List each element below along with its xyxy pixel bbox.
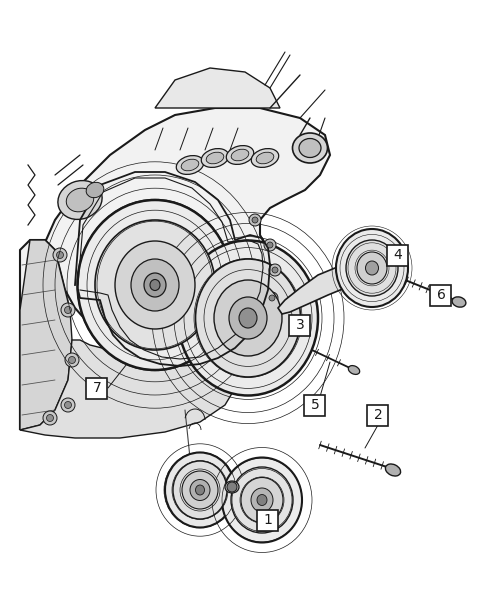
Ellipse shape	[335, 229, 407, 307]
Ellipse shape	[201, 148, 228, 167]
Circle shape	[227, 482, 237, 492]
Ellipse shape	[231, 149, 248, 161]
Circle shape	[269, 295, 274, 301]
Ellipse shape	[144, 273, 166, 297]
Ellipse shape	[181, 159, 198, 171]
Ellipse shape	[225, 481, 239, 493]
Ellipse shape	[58, 181, 102, 220]
Circle shape	[46, 415, 53, 422]
Ellipse shape	[206, 152, 223, 164]
Ellipse shape	[365, 261, 378, 275]
Bar	[430, 284, 451, 306]
Ellipse shape	[176, 155, 203, 174]
Circle shape	[43, 411, 57, 425]
Ellipse shape	[348, 366, 359, 375]
Ellipse shape	[257, 495, 267, 505]
Ellipse shape	[173, 461, 227, 519]
Ellipse shape	[251, 148, 278, 167]
Circle shape	[252, 217, 257, 223]
Ellipse shape	[385, 464, 400, 476]
Text: 3: 3	[295, 318, 304, 332]
Text: 6: 6	[436, 288, 444, 302]
Circle shape	[68, 356, 76, 363]
Bar	[257, 509, 278, 531]
Bar	[86, 378, 107, 399]
Ellipse shape	[356, 252, 386, 284]
Circle shape	[65, 353, 79, 367]
Ellipse shape	[241, 478, 283, 522]
Circle shape	[269, 264, 280, 276]
Ellipse shape	[150, 280, 160, 290]
Polygon shape	[20, 240, 72, 430]
Circle shape	[64, 402, 71, 409]
Ellipse shape	[230, 467, 292, 533]
Ellipse shape	[298, 138, 320, 157]
Ellipse shape	[95, 220, 214, 350]
Ellipse shape	[213, 280, 281, 356]
Ellipse shape	[178, 240, 318, 395]
Ellipse shape	[182, 471, 217, 509]
Ellipse shape	[86, 183, 104, 198]
Bar	[304, 395, 325, 415]
Circle shape	[64, 306, 71, 313]
Polygon shape	[155, 68, 279, 108]
Ellipse shape	[226, 145, 253, 164]
Circle shape	[265, 292, 277, 304]
Text: 7: 7	[92, 381, 101, 395]
Ellipse shape	[165, 452, 235, 528]
Bar	[289, 315, 310, 336]
Polygon shape	[277, 268, 351, 314]
Text: 4: 4	[393, 248, 402, 262]
Ellipse shape	[195, 259, 300, 377]
Ellipse shape	[222, 458, 302, 542]
Text: 5: 5	[310, 398, 319, 412]
Ellipse shape	[251, 488, 272, 512]
Ellipse shape	[77, 200, 232, 370]
Polygon shape	[20, 108, 329, 430]
Circle shape	[56, 252, 63, 259]
Circle shape	[53, 248, 67, 262]
Ellipse shape	[239, 308, 257, 328]
Ellipse shape	[256, 152, 273, 164]
Polygon shape	[20, 340, 244, 438]
Ellipse shape	[66, 188, 93, 212]
Circle shape	[267, 242, 272, 248]
Circle shape	[263, 239, 275, 251]
Circle shape	[248, 214, 260, 226]
Ellipse shape	[190, 479, 210, 501]
Text: 1: 1	[263, 513, 272, 527]
Circle shape	[61, 398, 75, 412]
Ellipse shape	[345, 240, 397, 296]
Ellipse shape	[292, 133, 327, 163]
Ellipse shape	[451, 297, 465, 307]
Text: 2: 2	[373, 408, 381, 422]
Ellipse shape	[131, 259, 179, 311]
Ellipse shape	[195, 485, 204, 495]
Bar	[387, 244, 408, 266]
Circle shape	[272, 267, 277, 273]
Circle shape	[61, 303, 75, 317]
Ellipse shape	[228, 297, 267, 339]
Bar	[367, 405, 388, 425]
Ellipse shape	[115, 241, 195, 329]
